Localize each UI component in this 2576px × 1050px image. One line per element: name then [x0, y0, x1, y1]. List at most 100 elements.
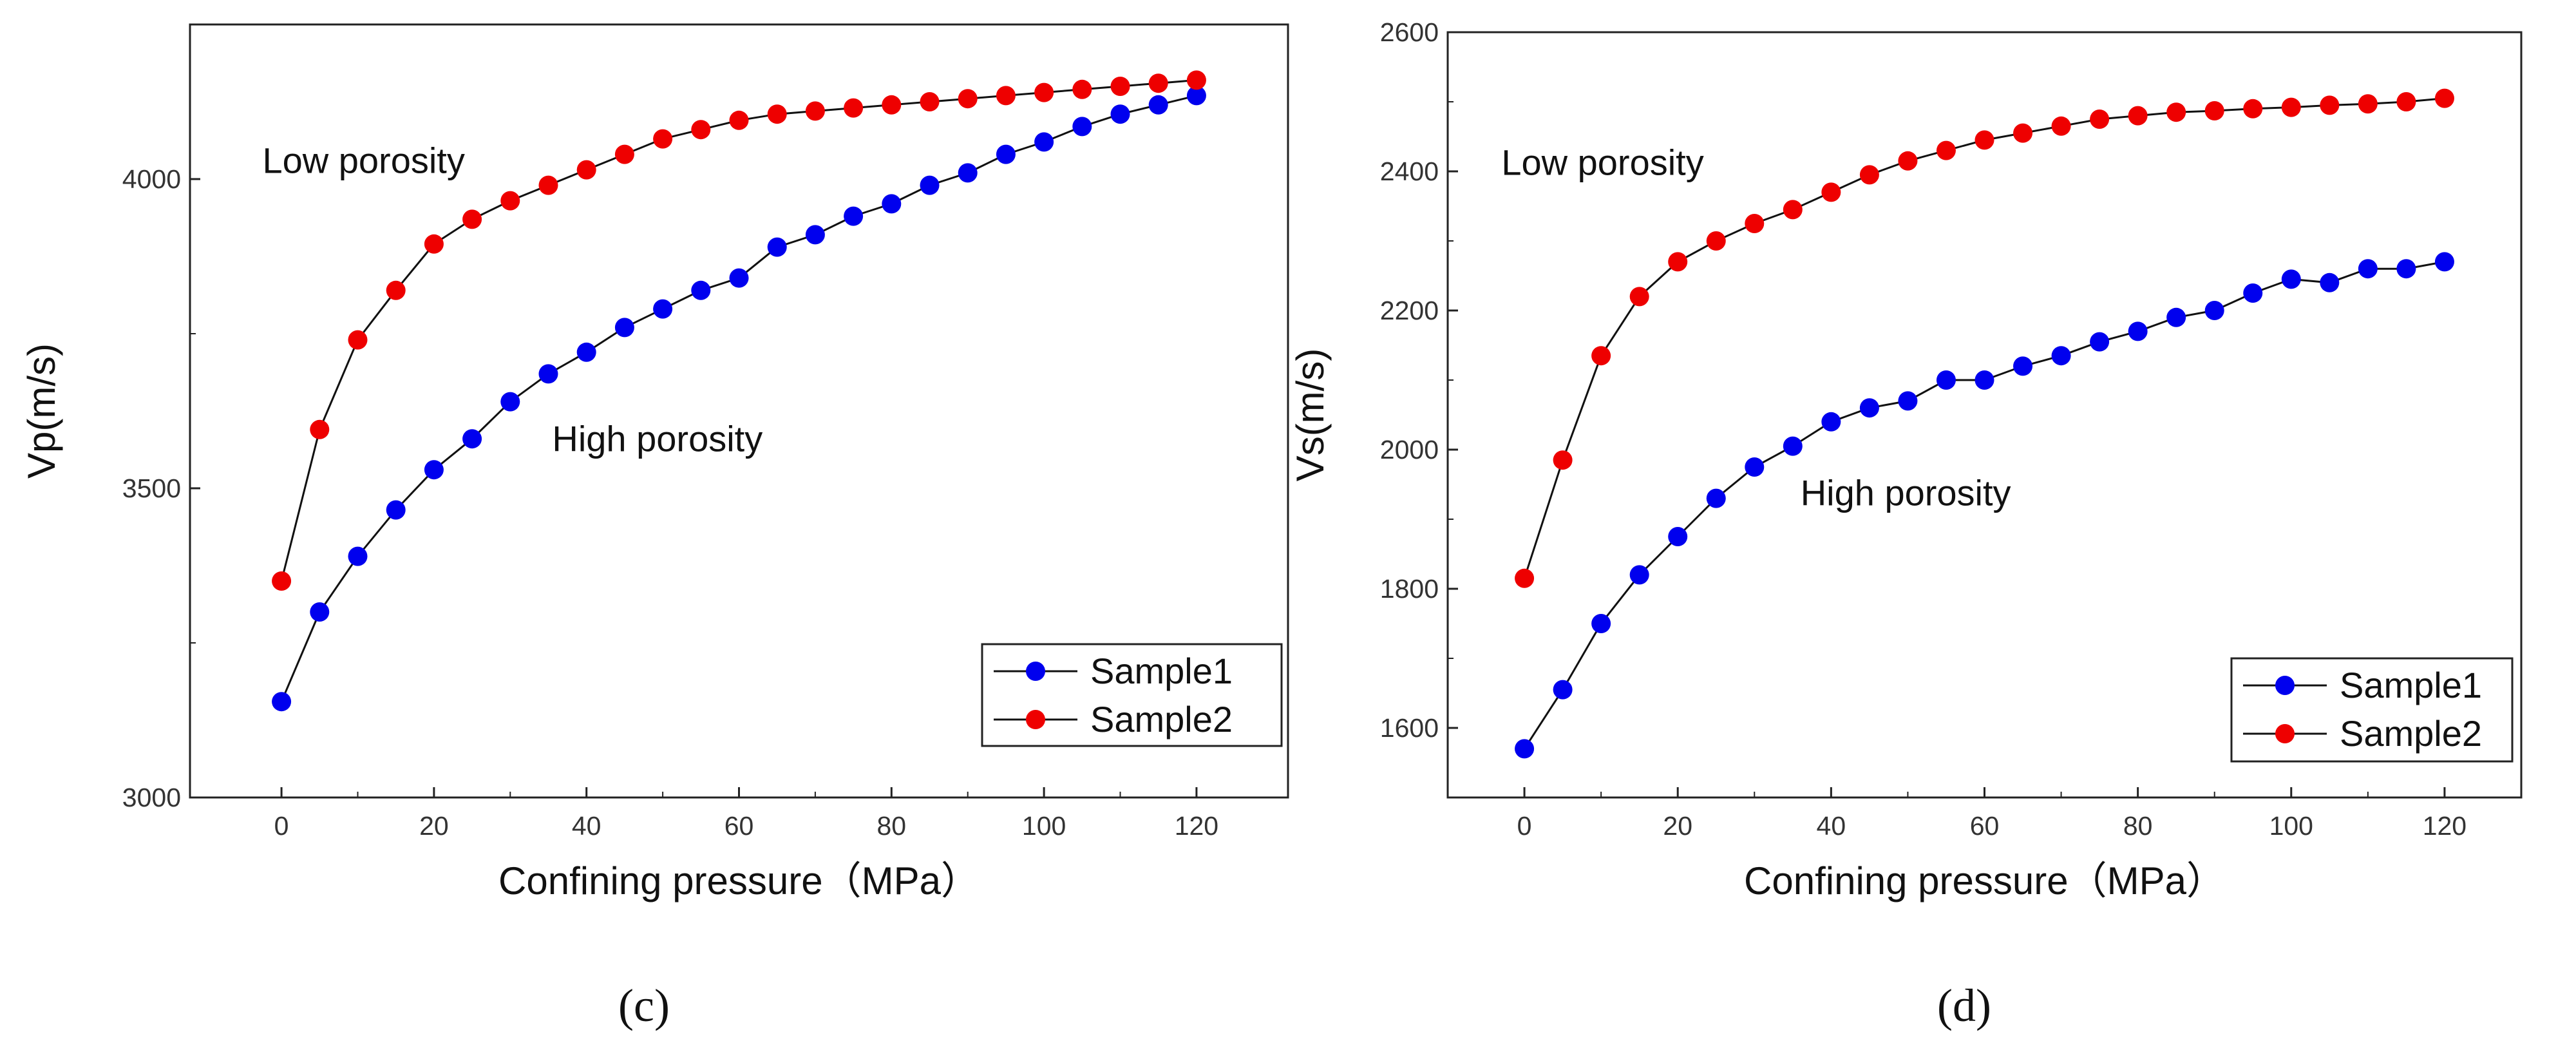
data-point — [2204, 301, 2224, 320]
legend-marker — [2275, 724, 2295, 743]
data-point — [958, 89, 978, 109]
data-point — [2128, 106, 2148, 126]
legend-box — [981, 643, 1283, 747]
data-point — [348, 546, 368, 566]
data-point — [2051, 346, 2071, 366]
x-axis-title: Confining pressure（MPa） — [1744, 859, 2225, 902]
data-point — [1668, 527, 1688, 546]
data-point — [272, 571, 292, 591]
data-point — [310, 419, 330, 439]
data-point — [1859, 165, 1879, 185]
data-point — [1186, 70, 1206, 90]
y-tick-label: 3000 — [122, 783, 181, 812]
x-tick-label: 60 — [724, 811, 754, 841]
data-point — [2281, 97, 2301, 117]
y-axis-title: Vs(m/s) — [1289, 348, 1332, 482]
data-point — [691, 120, 711, 140]
x-tick-label: 20 — [1663, 811, 1692, 841]
data-point — [1034, 82, 1054, 102]
data-point — [920, 175, 940, 195]
y-tick-label: 2200 — [1380, 296, 1439, 325]
data-point — [1821, 182, 1841, 202]
data-point — [2434, 252, 2454, 272]
data-point — [1629, 565, 1649, 585]
series-Sample1 — [1515, 252, 2454, 759]
x-tick-label: 120 — [1175, 811, 1218, 841]
legend-label: Sample2 — [1090, 699, 1233, 740]
annotation-label: High porosity — [1801, 472, 2011, 513]
data-point — [653, 299, 673, 319]
data-point — [767, 237, 787, 257]
data-point — [882, 95, 902, 115]
legend-label: Sample1 — [2340, 665, 2482, 705]
data-point — [1745, 214, 1765, 233]
data-point — [1706, 488, 1726, 508]
data-point — [2128, 321, 2148, 341]
legend: Sample1 Sample2 — [2230, 657, 2514, 763]
data-point — [462, 209, 482, 229]
data-point — [424, 460, 444, 480]
data-point — [310, 602, 330, 622]
data-point — [614, 144, 634, 164]
annotation-label: Low porosity — [1501, 142, 1703, 182]
data-point — [1553, 680, 1573, 700]
data-point — [1591, 614, 1611, 633]
x-tick-label: 40 — [572, 811, 601, 841]
data-point — [272, 692, 292, 712]
data-point — [1975, 370, 1994, 390]
data-point — [2013, 123, 2033, 143]
data-point — [1148, 95, 1168, 115]
data-point — [1668, 252, 1688, 272]
data-point — [844, 206, 864, 226]
data-point — [1783, 436, 1803, 456]
data-point — [386, 500, 406, 520]
y-tick-label: 2400 — [1380, 157, 1439, 186]
data-point — [500, 191, 520, 211]
x-tick-label: 80 — [2123, 811, 2153, 841]
data-point — [2051, 116, 2071, 136]
annotation-label: High porosity — [552, 418, 762, 459]
data-point — [1975, 130, 1994, 150]
y-tick-label: 1600 — [1380, 713, 1439, 743]
data-point — [424, 234, 444, 254]
legend: Sample1 Sample2 — [981, 643, 1283, 747]
data-point — [1110, 77, 1130, 96]
annotation-label: Low porosity — [262, 140, 464, 180]
data-point — [538, 175, 558, 195]
data-point — [729, 268, 749, 288]
series-Sample2 — [272, 70, 1206, 591]
data-point — [2396, 259, 2416, 279]
data-point — [1110, 104, 1130, 124]
data-point — [2090, 110, 2110, 129]
data-point — [1936, 140, 1956, 160]
legend-label: Sample2 — [2340, 713, 2482, 754]
series-line — [280, 94, 1197, 702]
data-point — [2166, 102, 2186, 122]
data-point — [1515, 568, 1535, 588]
data-point — [2204, 101, 2224, 121]
data-point — [576, 160, 596, 180]
data-point — [958, 163, 978, 183]
y-tick-label: 2000 — [1380, 435, 1439, 464]
x-tick-label: 80 — [877, 811, 907, 841]
data-point — [691, 280, 711, 300]
legend-marker — [2275, 676, 2295, 695]
series-Sample2 — [1515, 88, 2454, 588]
x-tick-label: 0 — [274, 811, 289, 841]
data-point — [1745, 457, 1765, 477]
x-tick-label: 120 — [2423, 811, 2467, 841]
data-point — [1591, 346, 1611, 366]
y-tick-label: 4000 — [122, 164, 181, 194]
data-point — [2358, 259, 2378, 279]
data-point — [1553, 450, 1573, 470]
data-point — [805, 101, 825, 121]
data-point — [2320, 272, 2340, 292]
chart-panel-c: 0 20 40 60 80 100 120 3000 3500 4000 Confining pre… — [20, 23, 1289, 1031]
data-point — [1072, 79, 1092, 99]
legend-label: Sample1 — [1090, 651, 1233, 691]
data-point — [1072, 117, 1092, 137]
data-point — [614, 318, 634, 338]
data-point — [844, 98, 864, 118]
data-point — [1706, 231, 1726, 251]
